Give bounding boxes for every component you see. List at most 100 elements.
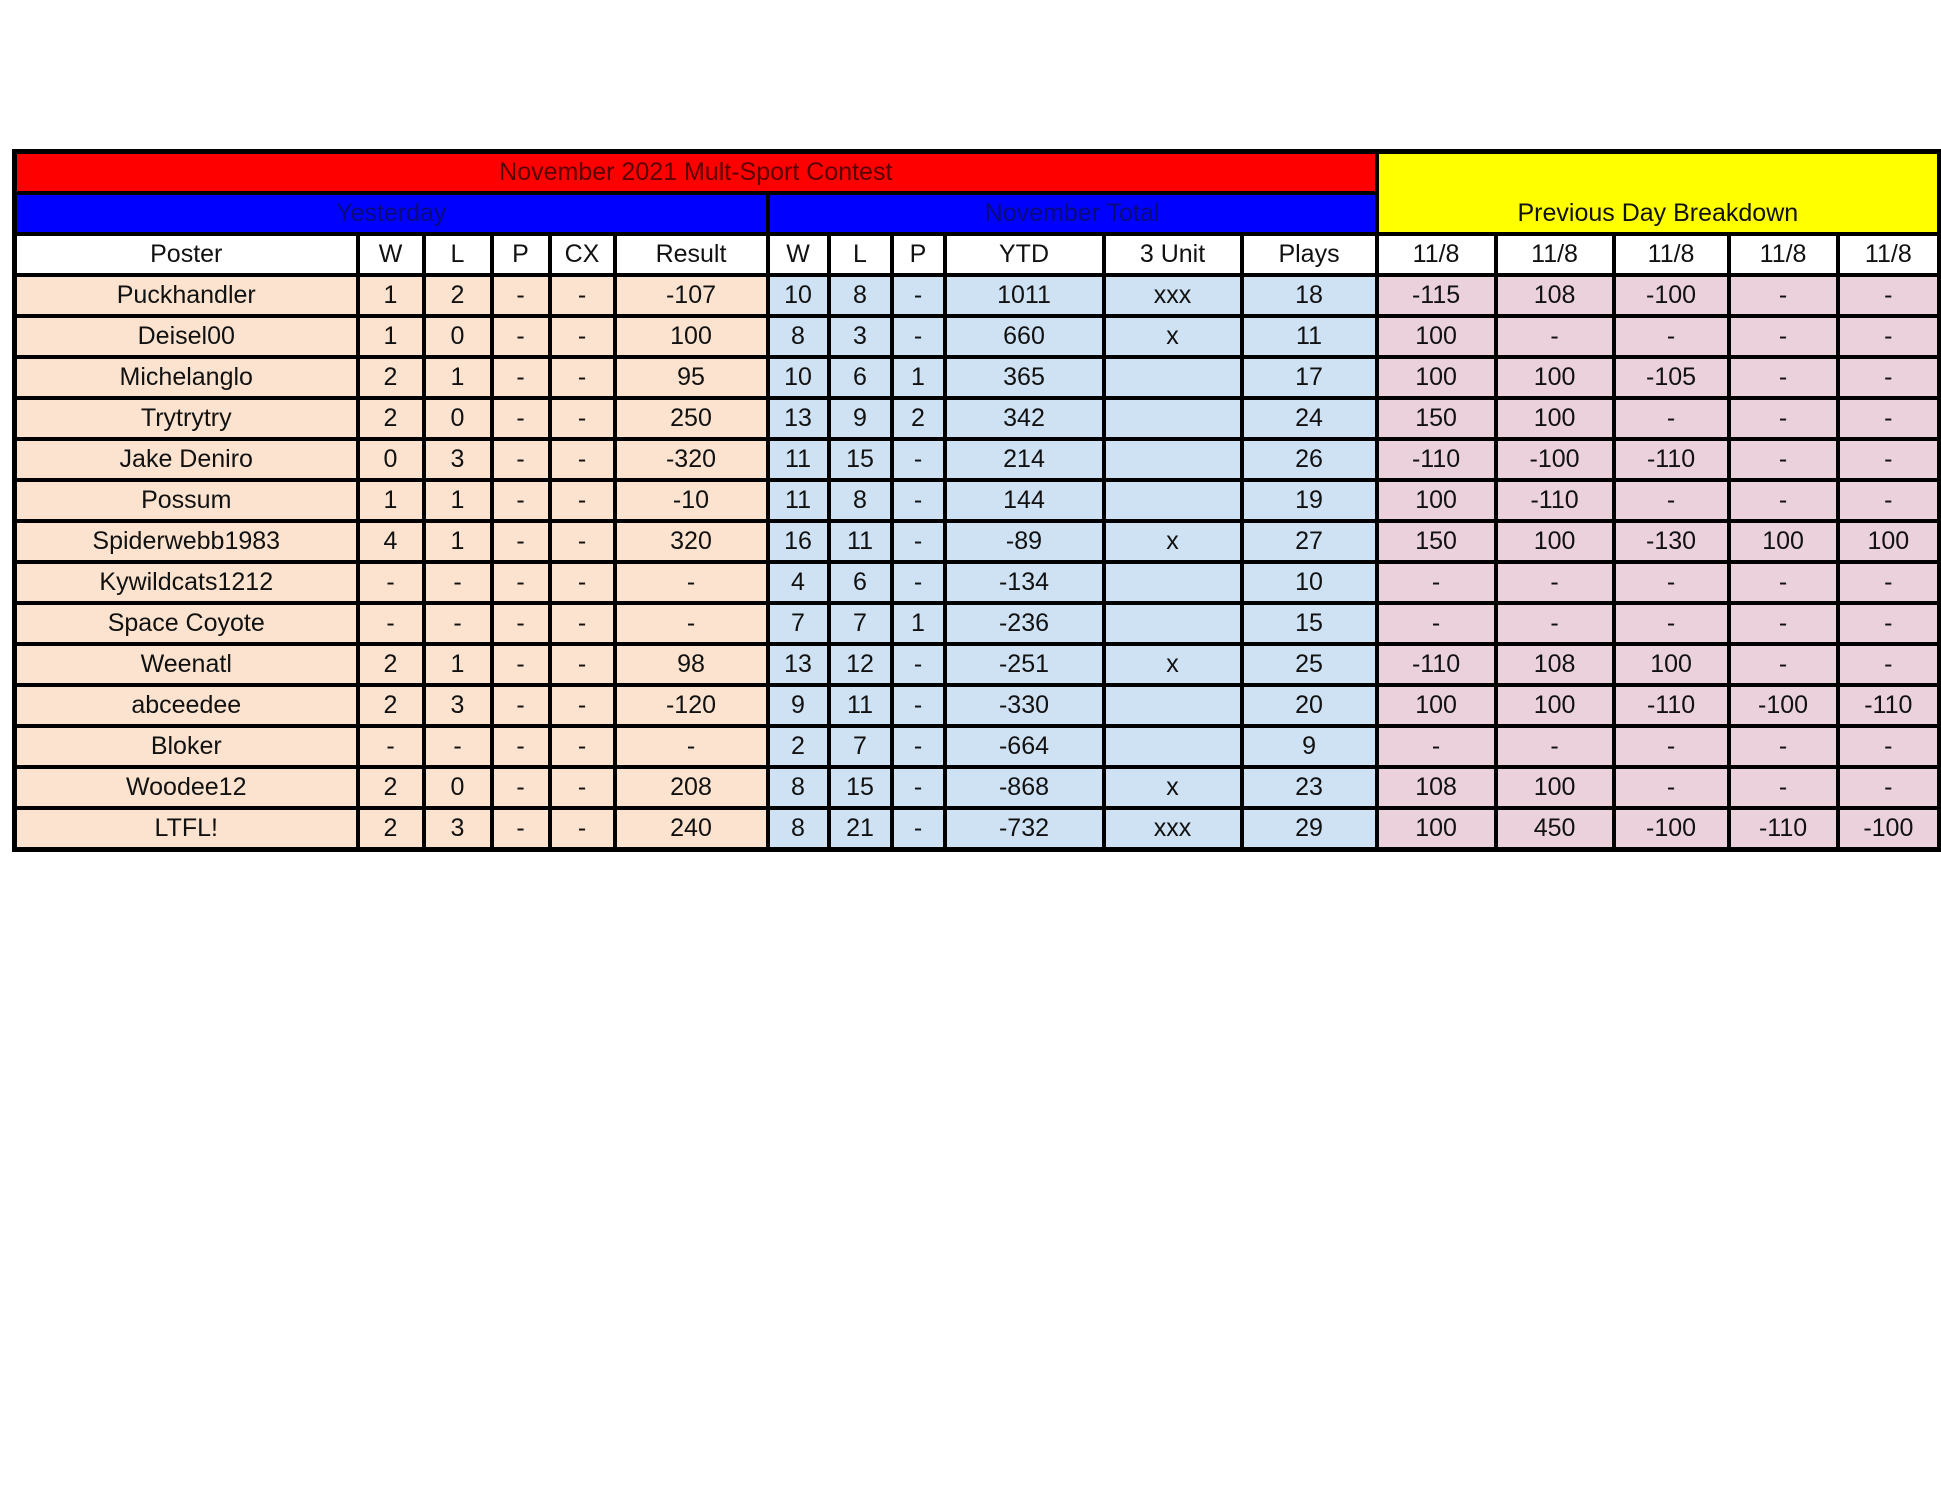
table-cell: 2 — [355, 806, 426, 852]
table-cell: - — [547, 560, 617, 605]
table-cell: 150 — [1374, 396, 1498, 441]
column-header: L — [826, 232, 894, 277]
table-cell: 2 — [355, 765, 426, 810]
column-header: 11/8 — [1611, 232, 1731, 277]
table-cell: - — [1611, 601, 1731, 646]
table-cell: 3 — [421, 437, 494, 482]
table-cell: 100 — [1374, 806, 1498, 852]
table-cell: - — [489, 396, 552, 441]
table-cell: 8 — [826, 478, 894, 523]
table-cell: -100 — [1611, 806, 1731, 852]
table-cell: -110 — [1835, 683, 1941, 728]
table-cell: -100 — [1611, 273, 1731, 318]
table-row: Space Coyote - - - - -7 7 1 -236 15- - - - - — [12, 601, 1941, 646]
table-cell: 144 — [942, 478, 1106, 523]
table-cell: 9 — [765, 683, 831, 728]
table-row: Michelanglo 2 1- -95 10 6 1 365 17 100 100 -105- - — [12, 355, 1941, 400]
table-cell: 100 — [1835, 519, 1941, 564]
column-header: 3 Unit — [1101, 232, 1244, 277]
table-cell — [1101, 437, 1244, 482]
table-row: Spiderwebb1983 4 1- -320 16 11- -89 x 27 150 100 -1… — [12, 519, 1941, 564]
poster-name: Deisel00 — [12, 314, 360, 359]
table-cell: 100 — [1493, 683, 1616, 728]
table-cell: 9 — [1239, 724, 1379, 769]
table-cell: - — [1835, 724, 1941, 769]
table-cell: - — [889, 683, 947, 728]
table-cell: - — [489, 724, 552, 769]
table-cell: 15 — [1239, 601, 1379, 646]
table-cell: -110 — [1611, 437, 1731, 482]
table-cell: - — [421, 724, 494, 769]
table-cell: 3 — [826, 314, 894, 359]
table-cell: - — [889, 273, 947, 318]
table-cell: - — [1611, 478, 1731, 523]
table-cell: 25 — [1239, 642, 1379, 687]
table-row: Possum 1 1- - -10 11 8-144 19 100 -110- - - — [12, 478, 1941, 523]
table-cell: xxx — [1101, 273, 1244, 318]
table-cell: 1 — [421, 355, 494, 400]
table-cell: -100 — [1493, 437, 1616, 482]
poster-name: Jake Deniro — [12, 437, 360, 482]
table-cell: -110 — [1374, 642, 1498, 687]
poster-name: Puckhandler — [12, 273, 360, 318]
table-cell: - — [1835, 765, 1941, 810]
table-cell: 0 — [421, 396, 494, 441]
table-cell: x — [1101, 519, 1244, 564]
table-cell: 100 — [1493, 765, 1616, 810]
table-cell: -100 — [1726, 683, 1840, 728]
november-total-header: November Total — [765, 191, 1379, 236]
table-cell: 2 — [355, 396, 426, 441]
table-cell: - — [1493, 601, 1616, 646]
table-cell: 10 — [1239, 560, 1379, 605]
table-row: Weenatl 2 1- -98 13 12- -251 x 25 -110 108 100- - — [12, 642, 1941, 687]
table-cell: 11 — [1239, 314, 1379, 359]
table-cell: -664 — [942, 724, 1106, 769]
table-cell: 208 — [612, 765, 770, 810]
column-header: CX — [547, 232, 617, 277]
column-header: P — [489, 232, 552, 277]
table-cell: - — [889, 765, 947, 810]
table-cell: - — [355, 724, 426, 769]
table-cell: - — [421, 560, 494, 605]
table-cell — [1101, 478, 1244, 523]
table-cell: - — [889, 478, 947, 523]
table-cell: 100 — [1493, 519, 1616, 564]
table-cell: 18 — [1239, 273, 1379, 318]
table-cell: - — [1611, 765, 1731, 810]
table-cell: - — [1835, 437, 1941, 482]
table-cell: - — [889, 806, 947, 852]
table-cell: - — [489, 478, 552, 523]
table-cell: 7 — [826, 724, 894, 769]
table-cell: -89 — [942, 519, 1106, 564]
table-cell: 660 — [942, 314, 1106, 359]
poster-name: Trytrytry — [12, 396, 360, 441]
table-cell: -110 — [1374, 437, 1498, 482]
table-cell: 100 — [1374, 683, 1498, 728]
table-cell: 100 — [1374, 314, 1498, 359]
table-cell: 100 — [1493, 355, 1616, 400]
table-cell: - — [1726, 478, 1840, 523]
table-cell — [1101, 355, 1244, 400]
table-cell: - — [1726, 355, 1840, 400]
table-cell: 17 — [1239, 355, 1379, 400]
table-cell: - — [1611, 560, 1731, 605]
table-cell: - — [547, 396, 617, 441]
table-cell: -105 — [1611, 355, 1731, 400]
table-cell: - — [889, 314, 947, 359]
table-cell: -236 — [942, 601, 1106, 646]
poster-name: Woodee12 — [12, 765, 360, 810]
table-cell: - — [1726, 601, 1840, 646]
table-cell: - — [1374, 724, 1498, 769]
table-cell: 6 — [826, 560, 894, 605]
table-cell: 2 — [421, 273, 494, 318]
poster-name: Possum — [12, 478, 360, 523]
table-cell: 11 — [765, 437, 831, 482]
table-cell: - — [547, 683, 617, 728]
title-row: November 2021 Mult-Sport Contest Previou… — [12, 149, 1941, 236]
table-cell: 320 — [612, 519, 770, 564]
table-cell: - — [1726, 314, 1840, 359]
column-header: 11/8 — [1493, 232, 1616, 277]
table-row: LTFL! 2 3- -240 8 21- -732 xxx 29 100 450 -100 -110-… — [12, 806, 1941, 852]
table-cell: - — [1835, 396, 1941, 441]
table-cell: - — [1726, 642, 1840, 687]
